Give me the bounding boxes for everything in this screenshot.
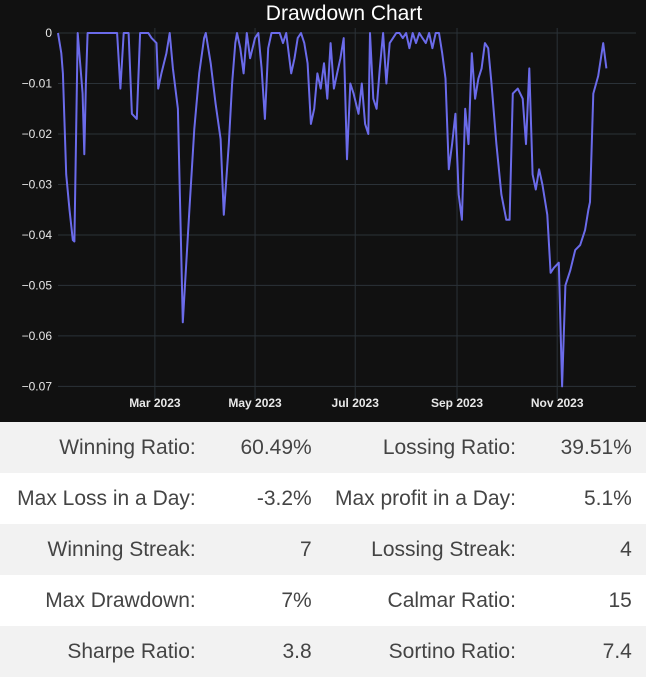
stats-row: Max Loss in a Day: -3.2% Max profit in a D…: [0, 473, 646, 524]
y-tick-label: −0.05: [22, 278, 53, 292]
stat-label: Winning Ratio:: [0, 422, 196, 473]
stat-label: Max profit in a Day:: [311, 473, 516, 524]
stat-value: 39.51%: [535, 422, 632, 473]
stat-label: Sortino Ratio:: [311, 626, 516, 677]
x-tick-label: Nov 2023: [531, 396, 584, 410]
y-tick-label: −0.07: [22, 379, 53, 393]
chart-title: Drawdown Chart: [265, 2, 423, 25]
stat-label: Winning Streak:: [0, 524, 196, 575]
chart-svg: 0 −0.01 −0.02 −0.03 −0.04 −0.05 −0.06 −0.07 Mar …: [22, 26, 636, 410]
stat-label: Lossing Streak:: [311, 524, 516, 575]
stat-label: Sharpe Ratio:: [0, 626, 196, 677]
stat-value: 3.8: [215, 626, 312, 677]
stat-label: Calmar Ratio:: [311, 575, 516, 626]
y-tick-label: −0.01: [22, 77, 53, 91]
stat-value: 60.49%: [215, 422, 312, 473]
x-tick-label: Jul 2023: [332, 396, 380, 410]
stat-value: 15: [535, 575, 632, 626]
stats-table: Winning Ratio: 60.49% Lossing Ratio: 39.51%…: [0, 422, 646, 677]
x-tick-label: Mar 2023: [129, 396, 181, 410]
stats-row: Max Drawdown: 7% Calmar Ratio: 15: [0, 575, 646, 626]
stat-value: 7.4: [535, 626, 632, 677]
x-tick-label: May 2023: [228, 396, 282, 410]
drawdown-chart: 0 −0.01 −0.02 −0.03 −0.04 −0.05 −0.06 −0.07 Mar …: [0, 0, 646, 422]
stat-value: -3.2%: [215, 473, 312, 524]
stats-row: Winning Streak: 7 Lossing Streak: 4: [0, 524, 646, 575]
y-tick-label: −0.03: [22, 177, 53, 191]
y-tick-label: −0.04: [22, 228, 53, 242]
stats-row: Winning Ratio: 60.49% Lossing Ratio: 39.51%: [0, 422, 646, 473]
y-tick-label: 0: [45, 26, 52, 40]
stat-value: 5.1%: [535, 473, 632, 524]
stat-value: 4: [535, 524, 632, 575]
stat-label: Max Drawdown:: [0, 575, 196, 626]
x-tick-label: Sep 2023: [431, 396, 483, 410]
stat-label: Max Loss in a Day:: [0, 473, 196, 524]
drawdown-series-line: [57, 32, 608, 388]
stat-value: 7%: [215, 575, 312, 626]
y-tick-label: −0.06: [22, 329, 53, 343]
y-tick-label: −0.02: [22, 127, 53, 141]
stat-value: 7: [215, 524, 312, 575]
stats-row: Sharpe Ratio: 3.8 Sortino Ratio: 7.4: [0, 626, 646, 677]
stat-label: Lossing Ratio:: [311, 422, 516, 473]
